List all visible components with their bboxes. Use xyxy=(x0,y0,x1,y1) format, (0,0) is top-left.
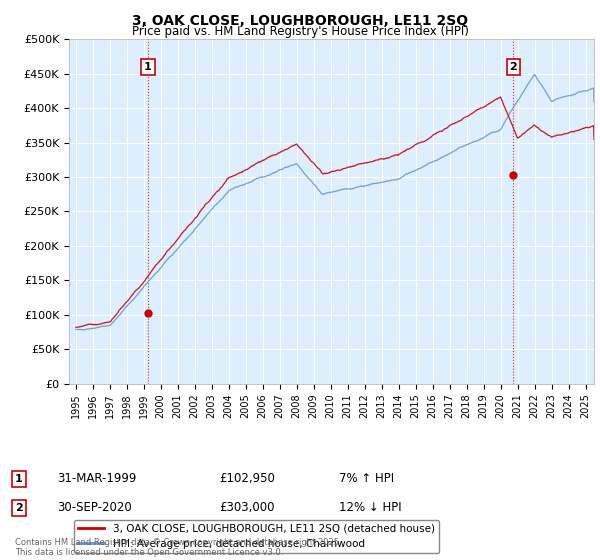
Text: 31-MAR-1999: 31-MAR-1999 xyxy=(57,472,136,486)
Legend: 3, OAK CLOSE, LOUGHBOROUGH, LE11 2SQ (detached house), HPI: Average price, detac: 3, OAK CLOSE, LOUGHBOROUGH, LE11 2SQ (de… xyxy=(74,520,439,553)
Text: 12% ↓ HPI: 12% ↓ HPI xyxy=(339,501,401,515)
Text: 1: 1 xyxy=(15,474,23,484)
Text: 3, OAK CLOSE, LOUGHBOROUGH, LE11 2SQ: 3, OAK CLOSE, LOUGHBOROUGH, LE11 2SQ xyxy=(132,14,468,28)
Text: Contains HM Land Registry data © Crown copyright and database right 2025.
This d: Contains HM Land Registry data © Crown c… xyxy=(15,538,341,557)
Text: 2: 2 xyxy=(15,503,23,513)
Text: 2: 2 xyxy=(509,62,517,72)
Text: 1: 1 xyxy=(144,62,152,72)
Text: £303,000: £303,000 xyxy=(219,501,275,515)
Text: Price paid vs. HM Land Registry's House Price Index (HPI): Price paid vs. HM Land Registry's House … xyxy=(131,25,469,38)
Text: £102,950: £102,950 xyxy=(219,472,275,486)
Text: 30-SEP-2020: 30-SEP-2020 xyxy=(57,501,132,515)
Text: 7% ↑ HPI: 7% ↑ HPI xyxy=(339,472,394,486)
